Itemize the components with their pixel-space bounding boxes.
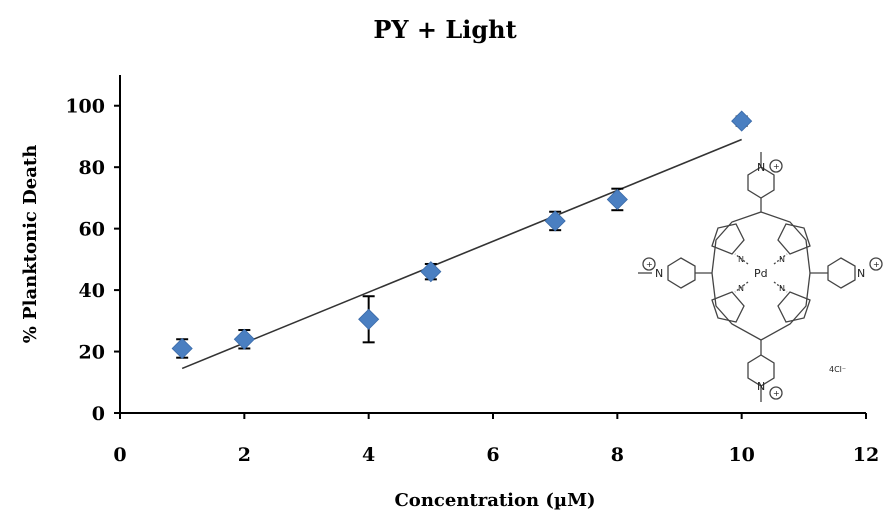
charge-circle-bottom (769, 386, 783, 400)
plus-left: + (646, 260, 653, 269)
pyrrole-ring-br (777, 291, 811, 323)
x-tick-label: 8 (611, 444, 624, 466)
atom-n-core-br: N (779, 284, 785, 293)
y-tick-label: 60 (79, 219, 105, 241)
data-point (606, 188, 628, 211)
error-bars (176, 115, 748, 359)
y-tick-label: 0 (92, 403, 105, 425)
pyrrole-ring-tr (777, 223, 811, 255)
porphyrin-macrocycle (711, 211, 811, 341)
atom-n-right: N (857, 267, 865, 280)
atom-n-core-tl: N (738, 255, 744, 264)
trendline-group (181, 138, 742, 370)
y-axis-label: % Planktonic Death (20, 145, 41, 344)
trendline (181, 138, 742, 370)
y-tick-label: 40 (79, 280, 105, 302)
charge-circle-left (642, 257, 656, 271)
x-tick-label: 4 (362, 444, 375, 466)
data-point (358, 308, 380, 330)
plus-top: + (773, 162, 780, 171)
atom-n-top: N (757, 161, 765, 174)
data-points (171, 110, 753, 360)
molecule-labels: N N N N Pd N N N N + + + + 4Cl⁻ (646, 161, 880, 398)
y-tick-label: 80 (79, 157, 105, 179)
left-pyridinium-ring (667, 257, 696, 289)
right-pyridinium-ring (827, 257, 856, 289)
pyrrole-ring-bl (711, 291, 745, 323)
data-point (233, 328, 255, 350)
x-tick-label: 2 (238, 444, 251, 466)
atom-n-core-bl: N (738, 284, 744, 293)
data-point (171, 337, 193, 360)
atom-pd: Pd (754, 267, 768, 280)
charge-circle-right (869, 257, 883, 271)
data-point (544, 210, 566, 232)
counterion-label: 4Cl⁻ (829, 365, 846, 374)
pyrrole-ring-tl (711, 223, 745, 255)
pd-n-bond-bl (734, 281, 749, 293)
plus-right: + (873, 260, 880, 269)
pd-n-bond-tr (773, 253, 788, 265)
x-tick-label: 10 (728, 444, 754, 466)
atom-n-core-tr: N (779, 255, 785, 264)
chart-title: PY + Light (373, 15, 516, 44)
x-tick-label: 12 (853, 444, 879, 466)
y-tick-label: 100 (65, 96, 105, 118)
x-axis-label: Concentration (µM) (394, 490, 595, 511)
x-tick-label: 6 (486, 444, 499, 466)
axes (119, 75, 866, 414)
pd-n-bond-br (773, 281, 788, 293)
y-tick-label: 20 (79, 342, 105, 364)
pd-n-bond-tl (734, 253, 749, 265)
atom-n-left: N (655, 267, 663, 280)
y-ticks: 0 20 40 60 80 100 (65, 96, 120, 425)
charge-circle-top (769, 159, 783, 173)
plus-bottom: + (773, 389, 780, 398)
atom-n-bottom: N (757, 380, 765, 393)
data-point (731, 110, 753, 132)
x-ticks: 0 2 4 6 8 10 12 (113, 413, 879, 466)
molecule-inset (638, 152, 883, 402)
x-tick-label: 0 (113, 444, 126, 466)
data-point (420, 261, 442, 283)
